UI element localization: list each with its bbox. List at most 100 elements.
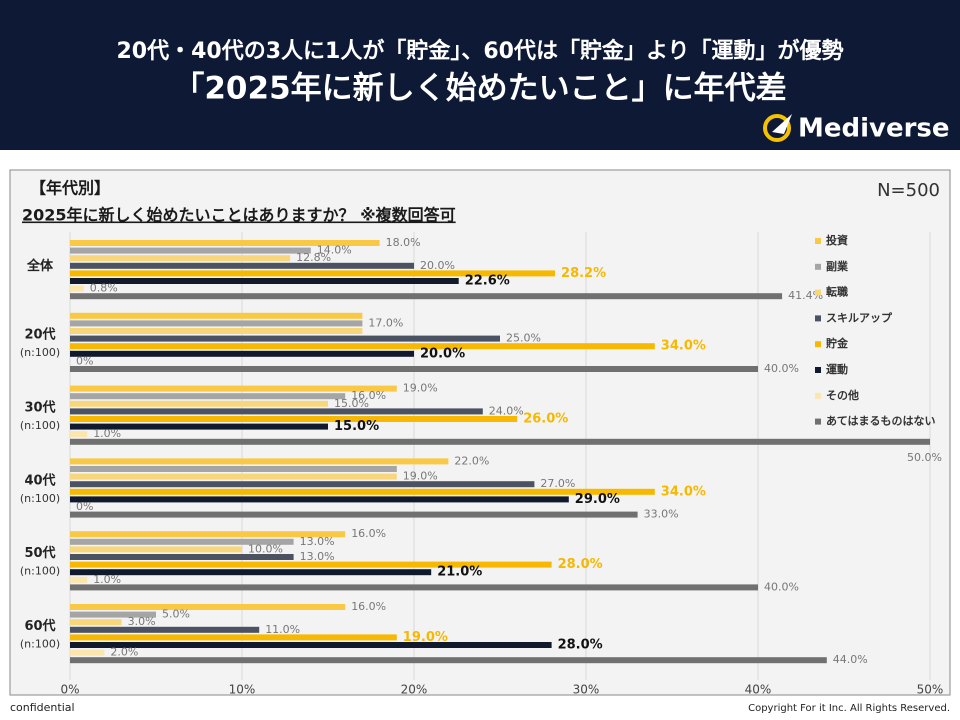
x-tick-label: 10% xyxy=(229,683,256,697)
bar xyxy=(70,538,294,545)
legend-label: 貯金 xyxy=(826,336,849,350)
bar xyxy=(70,438,930,445)
header-line2: 「2025年に新しく始めたいこと」に年代差 xyxy=(173,71,786,107)
bar xyxy=(70,262,414,269)
category-label: 50代 xyxy=(24,545,55,561)
value-label: 26.0% xyxy=(523,412,568,427)
bar xyxy=(70,569,432,576)
bar xyxy=(70,423,328,430)
value-label: 10.0% xyxy=(248,542,283,555)
value-label: 33.0% xyxy=(644,508,679,521)
bar xyxy=(70,408,483,415)
logo-arrow xyxy=(772,114,792,134)
bar xyxy=(70,473,397,480)
header-band xyxy=(0,0,960,150)
value-label: 0% xyxy=(76,354,93,367)
bar xyxy=(70,285,84,292)
logo-icon xyxy=(763,114,791,142)
bar xyxy=(70,416,518,422)
value-label: 14.0% xyxy=(317,244,352,257)
value-label: 0.8% xyxy=(90,282,118,295)
bar xyxy=(70,554,294,560)
bar xyxy=(70,458,449,465)
legend-swatch xyxy=(815,392,821,399)
logo-text: Mediverse xyxy=(798,114,950,144)
bar xyxy=(70,335,500,342)
value-label: 40.0% xyxy=(764,580,799,593)
bar xyxy=(70,604,346,610)
bar xyxy=(70,649,105,656)
value-label: 16.0% xyxy=(351,527,386,540)
bar xyxy=(70,312,363,319)
bar xyxy=(70,531,346,538)
bar xyxy=(70,385,397,392)
legend-label: 転職 xyxy=(826,285,848,299)
value-label: 17.0% xyxy=(368,316,403,329)
value-label: 19.0% xyxy=(403,382,438,395)
bar xyxy=(70,511,638,518)
value-label: 13.0% xyxy=(300,535,335,548)
value-label: 1.0% xyxy=(93,427,121,440)
legend-swatch xyxy=(815,263,821,270)
bar xyxy=(70,278,459,284)
footer-right: Copyright For it Inc. All Rights Reserve… xyxy=(748,703,950,714)
bar xyxy=(70,400,328,407)
value-label: 27.0% xyxy=(540,477,575,490)
value-label: 21.0% xyxy=(437,565,482,580)
bar xyxy=(70,546,242,553)
value-label: 20.0% xyxy=(420,259,455,272)
value-label: 44.0% xyxy=(833,653,868,666)
bar xyxy=(70,488,655,495)
legend-label: あてはまるものはない xyxy=(826,415,936,428)
value-label: 50.0% xyxy=(907,451,942,464)
legend-swatch xyxy=(815,315,821,322)
bar xyxy=(70,343,655,350)
category-label: 60代 xyxy=(24,618,55,634)
value-label: 22.6% xyxy=(465,274,510,289)
x-tick-label: 30% xyxy=(573,683,600,697)
bar xyxy=(70,561,552,568)
value-label: 28.2% xyxy=(561,266,606,281)
value-label: 34.0% xyxy=(661,484,706,499)
bar xyxy=(70,350,414,357)
bar xyxy=(70,634,397,641)
value-label: 28.0% xyxy=(558,638,603,653)
header-line1: 20代・40代の3人に1人が「貯金」、60代は「貯金」より「運動」が優勢 xyxy=(116,38,843,64)
value-label: 12.8% xyxy=(296,251,331,264)
value-label: 24.0% xyxy=(489,404,524,417)
bar xyxy=(70,247,311,254)
value-label: 0% xyxy=(76,500,93,513)
legend-label: その他 xyxy=(826,388,859,402)
value-label: 29.0% xyxy=(575,492,620,507)
bar xyxy=(70,431,88,438)
logo: Mediverse xyxy=(763,114,950,144)
n-label: N=500 xyxy=(877,180,940,201)
value-label: 15.0% xyxy=(334,397,369,410)
legend-swatch xyxy=(815,289,821,296)
value-label: 16.0% xyxy=(351,600,386,613)
legend-swatch xyxy=(815,367,821,373)
x-tick-label: 20% xyxy=(401,683,428,697)
value-label: 2.0% xyxy=(110,646,138,659)
bar xyxy=(70,619,122,626)
panel-title: 【年代別】 xyxy=(30,179,110,198)
category-note: (n:100) xyxy=(20,565,60,578)
bar xyxy=(70,584,758,591)
legend-label: 投資 xyxy=(826,233,848,247)
bar xyxy=(70,328,363,334)
bar xyxy=(70,320,363,327)
value-label: 15.0% xyxy=(334,419,379,434)
legend-swatch xyxy=(815,418,821,425)
bar xyxy=(70,293,783,300)
bar xyxy=(70,657,827,664)
bar xyxy=(70,240,380,246)
bar xyxy=(70,611,156,618)
category-note: (n:100) xyxy=(20,637,60,650)
footer-left: confidential xyxy=(10,701,75,714)
value-label: 19.0% xyxy=(403,630,448,645)
legend-swatch xyxy=(815,341,821,348)
value-label: 16.0% xyxy=(351,389,386,402)
value-label: 22.0% xyxy=(454,454,489,467)
